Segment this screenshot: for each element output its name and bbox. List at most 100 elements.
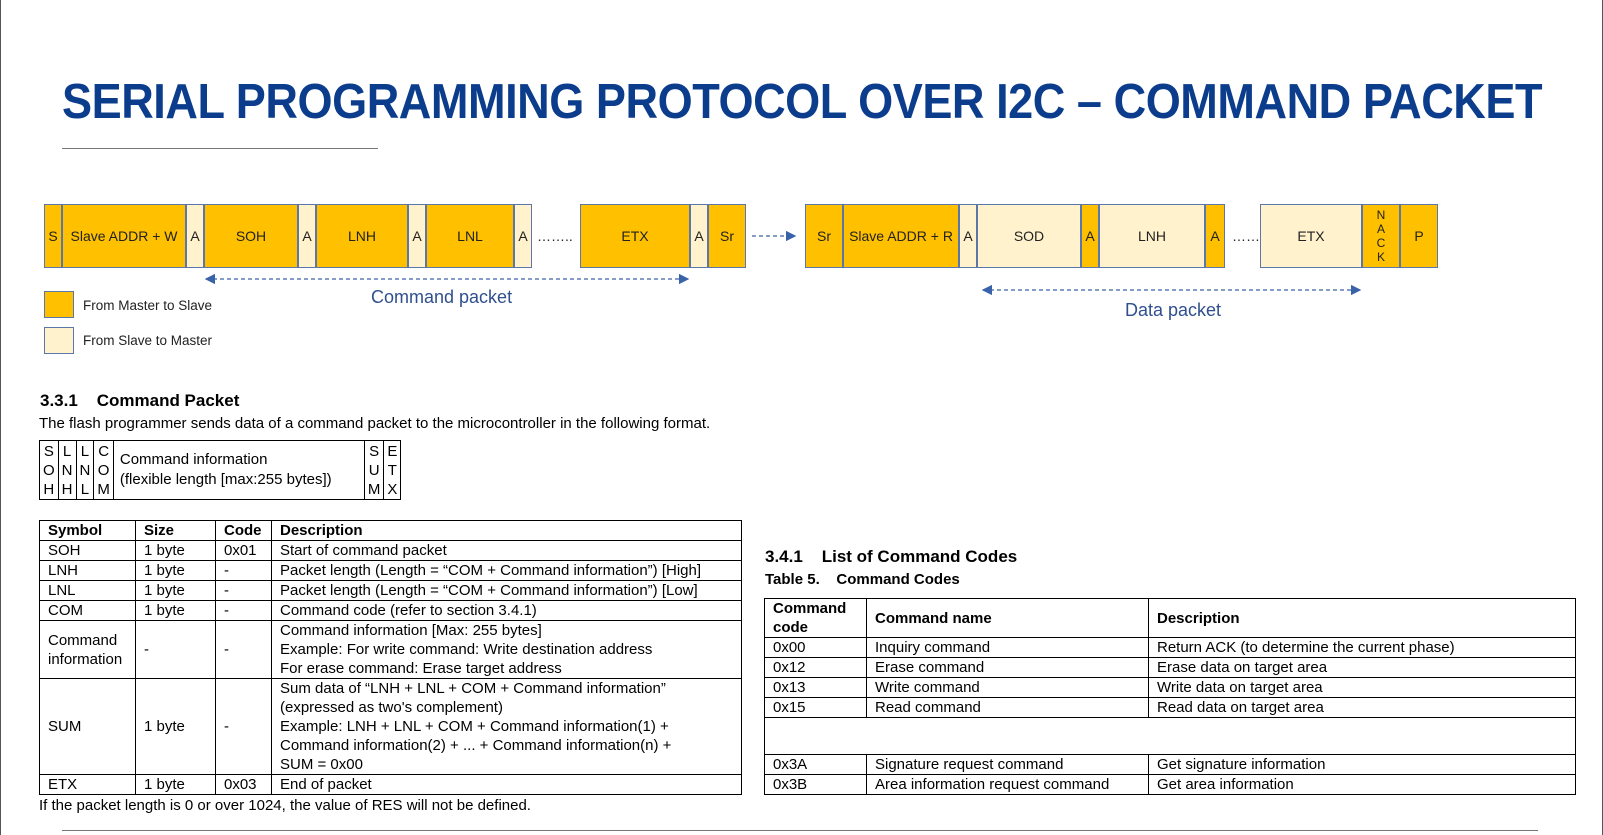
column-header-size: Size — [135, 520, 216, 541]
page-title: SERIAL PROGRAMMING PROTOCOL OVER I2C – C… — [62, 75, 1543, 129]
cell-symbol: COM — [39, 600, 136, 621]
cell-code: - — [215, 678, 272, 775]
section-number: 3.4.1 — [765, 547, 803, 566]
cell-symbol: LNH — [39, 560, 136, 581]
cell-code: 0x3B — [764, 774, 867, 795]
cell-size: 1 byte — [135, 580, 216, 601]
table-row: LNH 1 byte - Packet length (Length = “CO… — [39, 560, 742, 581]
table-row: LNL 1 byte - Packet length (Length = “CO… — [39, 580, 742, 601]
nack-letter: K — [1376, 250, 1385, 264]
section-heading-331: 3.3.1 Command Packet — [40, 391, 239, 411]
cell-code: - — [215, 600, 272, 621]
legend-label-master: From Master to Slave — [83, 298, 213, 313]
packet-cell-ack: A — [298, 204, 316, 268]
cell-description: Get area information — [1148, 774, 1576, 795]
command-codes-table: Command code Command name Description 0x… — [764, 598, 1576, 795]
packet-cell-ack: A — [408, 204, 426, 268]
cell-symbol: ETX — [39, 774, 136, 795]
format-command-information: Command information (flexible length [max… — [112, 440, 365, 500]
packet-cell-ack: A — [959, 204, 977, 268]
cell-code: - — [215, 620, 272, 679]
cell-description: Erase data on target area — [1148, 657, 1576, 678]
legend-swatch-master — [44, 291, 74, 318]
command-packet-symbol-table: Symbol Size Code Description SOH 1 byte … — [39, 520, 742, 795]
cell-description: End of packet — [271, 774, 742, 795]
cell-description: Packet length (Length = “COM + Command i… — [271, 560, 742, 581]
cell-size: - — [135, 620, 216, 679]
cell-size: 1 byte — [135, 560, 216, 581]
footer-rule — [62, 830, 1538, 831]
blank-row-cell — [764, 717, 1576, 755]
table-row: Command information - - Command informat… — [39, 620, 742, 679]
section-title: Command Packet — [96, 391, 240, 410]
packet-cell-sod: SOD — [977, 204, 1081, 268]
table-row: COM 1 byte - Command code (refer to sect… — [39, 600, 742, 621]
section-heading-341: 3.4.1 List of Command Codes — [765, 547, 1017, 567]
table-header-row: Symbol Size Code Description — [39, 520, 742, 541]
table-row: SUM 1 byte - Sum data of “LNH + LNL + CO… — [39, 678, 742, 775]
section-intro: The flash programmer sends data of a com… — [39, 415, 711, 432]
cell-name: Erase command — [866, 657, 1149, 678]
table-row: 0x13 Write command Write data on target … — [764, 677, 1576, 698]
packet-cell-etx: ETX — [580, 204, 690, 268]
cell-description: Sum data of “LNH + LNL + COM + Command i… — [271, 678, 742, 775]
cell-description: Start of command packet — [271, 540, 742, 561]
packet-ellipsis: …… — [1232, 228, 1260, 244]
table-label: Table 5. — [765, 571, 820, 588]
cell-description: Command information [Max: 255 bytes] Exa… — [271, 620, 742, 679]
cell-symbol: Command information — [39, 620, 136, 679]
packet-cell-slave-addr-w: Slave ADDR + W — [62, 204, 186, 268]
legend-label-slave: From Slave to Master — [83, 333, 213, 348]
column-header-symbol: Symbol — [39, 520, 136, 541]
cell-code: - — [215, 560, 272, 581]
cell-description: Get signature information — [1148, 754, 1576, 775]
packet-cell-nack: N A C K — [1362, 204, 1400, 268]
packet-cell-repeated-start: Sr — [805, 204, 843, 268]
packet-cell-stop: P — [1400, 204, 1438, 268]
cell-name: Area information request command — [866, 774, 1149, 795]
table-row: 0x12 Erase command Erase data on target … — [764, 657, 1576, 678]
packet-ellipsis: …….. — [537, 228, 573, 244]
table-caption: Table 5. Command Codes — [765, 571, 960, 588]
nack-letter: N — [1376, 208, 1386, 222]
slide-border-left — [0, 0, 1, 835]
table-row: 0x3B Area information request command Ge… — [764, 774, 1576, 795]
packet-cell-lnh: LNH — [1099, 204, 1205, 268]
section-title: List of Command Codes — [821, 547, 1018, 566]
cell-symbol: LNL — [39, 580, 136, 601]
packet-cell-ack: A — [1081, 204, 1099, 268]
title-underline — [62, 148, 378, 149]
command-packet-caption: Command packet — [371, 287, 513, 307]
cell-size: 1 byte — [135, 678, 216, 775]
cell-code: 0x13 — [764, 677, 867, 698]
cell-name: Signature request command — [866, 754, 1149, 775]
column-header-code: Code — [215, 520, 272, 541]
cell-code: 0x00 — [764, 637, 867, 658]
packet-cell-repeated-start: Sr — [708, 204, 746, 268]
packet-cell-ack: A — [1205, 204, 1225, 268]
cell-code: 0x3A — [764, 754, 867, 775]
cell-name: Read command — [866, 697, 1149, 718]
table-row: 0x15 Read command Read data on target ar… — [764, 697, 1576, 718]
packet-cell-ack: A — [186, 204, 204, 268]
packet-cell-ack: A — [690, 204, 708, 268]
cell-description: Packet length (Length = “COM + Command i… — [271, 580, 742, 601]
cell-name: Write command — [866, 677, 1149, 698]
packet-cell-ack: A — [514, 204, 532, 268]
table-row: 0x3A Signature request command Get signa… — [764, 754, 1576, 775]
cell-description: Command code (refer to section 3.4.1) — [271, 600, 742, 621]
table-row: 0x00 Inquiry command Return ACK (to dete… — [764, 637, 1576, 658]
table-row: SOH 1 byte 0x01 Start of command packet — [39, 540, 742, 561]
table-title: Command Codes — [836, 571, 960, 588]
table-row-blank — [764, 717, 1576, 755]
section-number: 3.3.1 — [40, 391, 78, 410]
column-header-command-code: Command code — [764, 598, 867, 638]
packet-length-note: If the packet length is 0 or over 1024, … — [39, 797, 531, 814]
column-header-description: Description — [1148, 598, 1576, 638]
packet-cell-slave-addr-r: Slave ADDR + R — [843, 204, 959, 268]
